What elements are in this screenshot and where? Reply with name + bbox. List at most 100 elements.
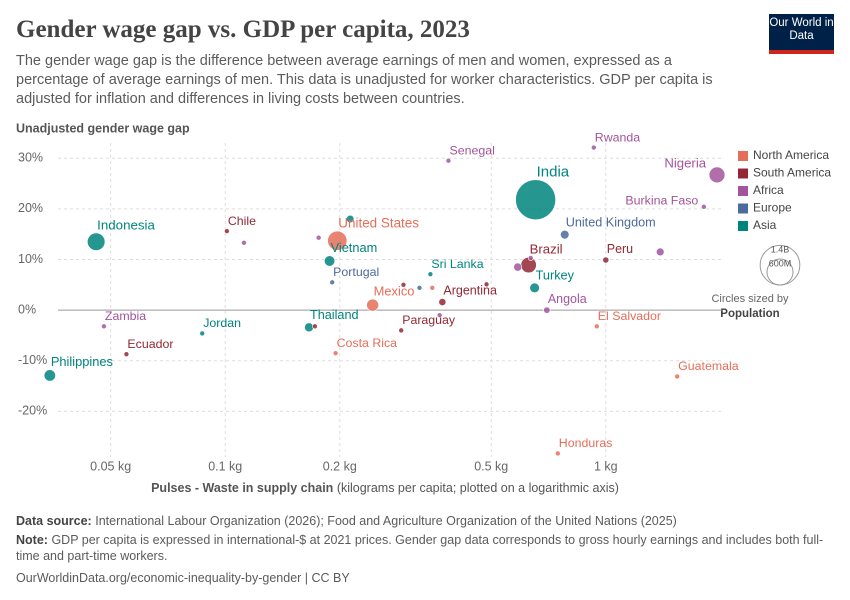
y-axis-label: Unadjusted gender wage gap xyxy=(16,121,190,135)
point-label: Honduras xyxy=(559,436,613,450)
point-label: Jordan xyxy=(203,316,241,330)
point-label: Chile xyxy=(228,214,256,228)
point xyxy=(329,279,335,286)
y-tick-label: -10% xyxy=(18,353,47,367)
size-legend-variable: Population xyxy=(720,308,779,320)
x-tick-label: 0.05 kg xyxy=(90,459,131,473)
note-text: GDP per capita is expressed in internati… xyxy=(16,533,824,563)
point-label: Burkina Faso xyxy=(625,194,698,208)
point xyxy=(701,203,707,210)
legend-label: Asia xyxy=(753,218,777,232)
y-tick-label: 20% xyxy=(18,201,43,215)
point xyxy=(445,157,452,164)
x-tick-label: 0.1 kg xyxy=(208,459,242,473)
point xyxy=(602,256,610,264)
point xyxy=(323,255,336,267)
point xyxy=(436,312,443,318)
url[interactable]: OurWorldinData.org/economic-inequality-b… xyxy=(16,571,350,585)
point xyxy=(483,281,490,288)
point xyxy=(527,255,534,261)
point-label: El Salvador xyxy=(598,309,661,323)
source-label: Data source: xyxy=(16,514,92,528)
point-label: Angola xyxy=(548,292,587,306)
point-label: Indonesia xyxy=(97,217,155,232)
point xyxy=(346,214,355,224)
source: Data source: International Labour Organi… xyxy=(16,513,826,529)
point xyxy=(708,166,726,184)
y-tick-label: 0% xyxy=(18,302,36,316)
legend-swatch xyxy=(738,168,748,179)
point xyxy=(591,144,597,151)
x-axis-label-note: (kilograms per capita; plotted on a loga… xyxy=(337,481,619,495)
point xyxy=(304,322,314,333)
point xyxy=(560,229,570,240)
y-tick-label: 10% xyxy=(18,252,43,266)
legend-label: North America xyxy=(753,148,829,162)
point-label: Vietnam xyxy=(331,240,378,255)
point xyxy=(438,298,447,306)
legend-swatch xyxy=(738,186,748,196)
point-label: Paraguay xyxy=(402,313,456,327)
point xyxy=(87,232,106,251)
legend-swatch xyxy=(738,151,748,161)
note: Note: GDP per capita is expressed in int… xyxy=(16,532,826,564)
size-legend-title: Circles sized by xyxy=(711,293,789,305)
y-tick-label: -20% xyxy=(18,404,47,418)
point-label: Brazil xyxy=(530,242,563,257)
point-label: Senegal xyxy=(449,143,494,157)
chart-subtitle: The gender wage gap is the difference be… xyxy=(16,53,713,107)
point xyxy=(515,179,556,221)
point-label: United States xyxy=(338,216,419,231)
point xyxy=(224,228,230,234)
point-label: Ecuador xyxy=(127,337,173,351)
point-label: Peru xyxy=(607,242,633,256)
point xyxy=(555,450,561,457)
size-legend-circle xyxy=(759,244,801,286)
x-axis-label-main: Pulses - Waste in supply chain xyxy=(151,481,333,495)
note-label: Note: xyxy=(16,533,48,547)
point-label: Argentina xyxy=(443,284,497,298)
logo[interactable]: Our World in Data xyxy=(769,14,834,54)
point xyxy=(199,330,206,337)
x-tick-label: 0.5 kg xyxy=(474,459,508,473)
legend-swatch xyxy=(738,203,748,214)
x-axis-label: Pulses - Waste in supply chain (kilogram… xyxy=(151,481,619,495)
point xyxy=(43,369,56,382)
point xyxy=(429,285,436,291)
legend-label: South America xyxy=(753,166,831,180)
point xyxy=(529,282,540,294)
point-label: Thailand xyxy=(310,308,359,322)
point xyxy=(513,262,523,272)
point xyxy=(543,306,551,314)
point-label: Costa Rica xyxy=(337,336,398,350)
size-legend-label: 600M xyxy=(769,258,792,268)
point xyxy=(315,234,322,241)
point xyxy=(655,247,665,257)
point xyxy=(593,323,600,330)
point xyxy=(400,282,407,288)
point-label: Mexico xyxy=(374,283,415,298)
point-label: United Kingdom xyxy=(566,216,656,230)
point xyxy=(101,323,107,330)
point xyxy=(416,285,423,291)
point-label: Portugal xyxy=(333,265,379,279)
point xyxy=(427,271,434,277)
source-text: International Labour Organization (2026)… xyxy=(95,514,677,528)
point-label: India xyxy=(537,164,570,181)
point xyxy=(327,230,348,251)
point xyxy=(332,350,339,356)
legend-label: Africa xyxy=(753,183,784,197)
point xyxy=(366,298,379,312)
point-label: Nigeria xyxy=(664,155,706,170)
point xyxy=(123,351,130,357)
point xyxy=(520,256,537,274)
y-tick-label: 30% xyxy=(18,150,43,164)
point xyxy=(312,323,318,330)
point xyxy=(241,239,247,246)
chart-title: Gender wage gap vs. GDP per capita, 2023 xyxy=(16,16,470,43)
point-label: Sri Lanka xyxy=(431,257,483,271)
legend-swatch xyxy=(738,221,748,231)
point xyxy=(674,373,680,380)
point-label: Rwanda xyxy=(595,130,640,144)
